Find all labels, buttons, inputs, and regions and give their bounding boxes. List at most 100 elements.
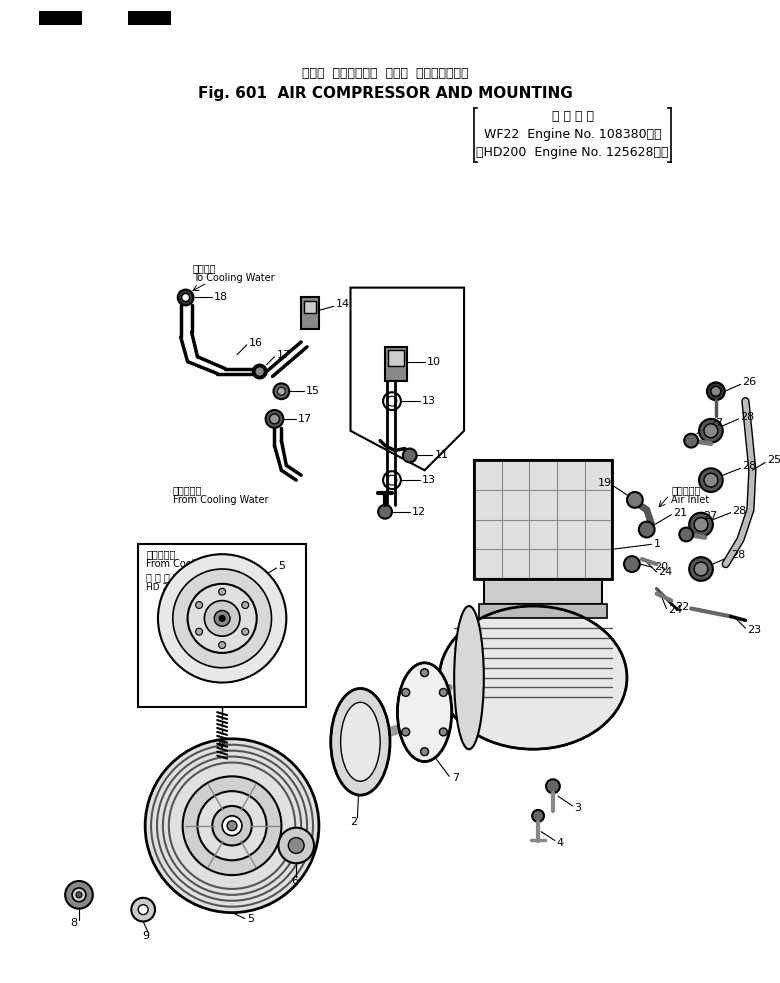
Bar (479, 604, 607, 618)
Circle shape (145, 739, 319, 912)
Circle shape (182, 294, 190, 302)
Text: 25: 25 (768, 455, 780, 465)
Bar (484, 579, 602, 604)
Circle shape (690, 513, 713, 537)
Text: 5: 5 (278, 561, 285, 571)
Circle shape (253, 365, 267, 378)
Text: 3: 3 (575, 803, 582, 813)
Text: From Cooling Water: From Cooling Water (146, 559, 242, 569)
Circle shape (196, 628, 203, 635)
Circle shape (183, 777, 282, 875)
Text: 7: 7 (452, 774, 459, 783)
Circle shape (704, 424, 718, 437)
Text: （HD200  Engine No. 125628～）: （HD200 Engine No. 125628～） (477, 145, 669, 159)
Circle shape (218, 588, 225, 595)
Text: 8: 8 (70, 918, 78, 929)
Circle shape (212, 806, 252, 845)
Text: 適 用 号 機: 適 用 号 機 (146, 572, 179, 582)
Bar (304, 302, 316, 314)
Circle shape (242, 628, 249, 635)
Text: 5: 5 (246, 913, 254, 924)
Circle shape (197, 791, 267, 860)
Text: 15: 15 (306, 386, 320, 396)
Circle shape (439, 688, 447, 696)
Text: 28: 28 (743, 461, 757, 471)
Text: 27: 27 (709, 418, 723, 428)
Ellipse shape (397, 663, 452, 762)
Circle shape (639, 522, 654, 538)
Text: 冷却水から: 冷却水から (146, 549, 176, 559)
Text: 18: 18 (215, 293, 229, 303)
Circle shape (402, 448, 417, 462)
Circle shape (627, 492, 643, 508)
Text: WF22  Engine No. 108380～）: WF22 Engine No. 108380～） (484, 128, 661, 142)
Circle shape (679, 528, 693, 542)
Text: 13: 13 (422, 396, 435, 406)
Text: 13: 13 (422, 475, 435, 486)
Circle shape (72, 888, 86, 901)
Text: 17: 17 (298, 414, 312, 424)
Text: 6: 6 (291, 876, 298, 886)
Circle shape (227, 821, 237, 831)
Ellipse shape (439, 607, 627, 749)
Text: 20: 20 (654, 562, 668, 572)
Text: エアー  コンプレッサ  および  マウンティング: エアー コンプレッサ および マウンティング (302, 67, 468, 80)
Circle shape (402, 728, 410, 736)
Circle shape (439, 728, 447, 736)
Text: 9: 9 (143, 931, 150, 942)
Text: 28: 28 (731, 550, 745, 560)
Text: 17: 17 (276, 350, 291, 360)
Text: 14: 14 (335, 300, 349, 310)
Circle shape (196, 602, 203, 608)
Circle shape (215, 610, 230, 626)
Circle shape (694, 562, 708, 576)
Circle shape (699, 468, 723, 492)
Circle shape (378, 505, 392, 519)
Text: Air Inlet: Air Inlet (672, 494, 710, 505)
Text: 23: 23 (747, 625, 761, 635)
Circle shape (76, 892, 82, 897)
Bar (385, 347, 407, 381)
Text: 28: 28 (740, 412, 755, 422)
Text: 10: 10 (427, 357, 441, 367)
Circle shape (219, 615, 225, 621)
Circle shape (270, 414, 279, 424)
Circle shape (289, 838, 304, 853)
Circle shape (402, 688, 410, 696)
Circle shape (420, 668, 428, 676)
Text: 11: 11 (434, 450, 448, 460)
Text: 2: 2 (350, 817, 358, 827)
Text: To Cooling Water: To Cooling Water (193, 272, 274, 283)
Circle shape (420, 748, 428, 756)
Bar (301, 298, 319, 329)
Text: 28: 28 (732, 505, 747, 516)
Circle shape (138, 904, 148, 914)
Circle shape (178, 290, 193, 306)
Ellipse shape (454, 607, 484, 749)
Text: 12: 12 (412, 507, 426, 517)
Text: 適 用 号 機: 適 用 号 機 (551, 110, 594, 123)
Text: 24: 24 (668, 606, 682, 615)
Text: 16: 16 (249, 338, 263, 348)
Bar (474, 460, 612, 579)
Circle shape (242, 602, 249, 608)
Circle shape (158, 554, 286, 682)
Circle shape (131, 897, 155, 921)
Circle shape (694, 518, 708, 532)
Circle shape (218, 642, 225, 649)
Circle shape (204, 601, 240, 636)
Text: 24: 24 (658, 567, 673, 577)
Text: Fig. 601  AIR COMPRESSOR AND MOUNTING: Fig. 601 AIR COMPRESSOR AND MOUNTING (197, 86, 573, 100)
Circle shape (188, 584, 257, 653)
Circle shape (707, 382, 725, 400)
Circle shape (711, 386, 721, 396)
Text: 21: 21 (673, 508, 687, 518)
Bar (388, 350, 404, 366)
Text: エアー入口: エアー入口 (672, 485, 700, 495)
Circle shape (532, 810, 544, 822)
Bar (40, 11, 82, 25)
Circle shape (704, 473, 718, 487)
Circle shape (266, 410, 283, 428)
Circle shape (274, 383, 289, 399)
Circle shape (624, 556, 640, 572)
